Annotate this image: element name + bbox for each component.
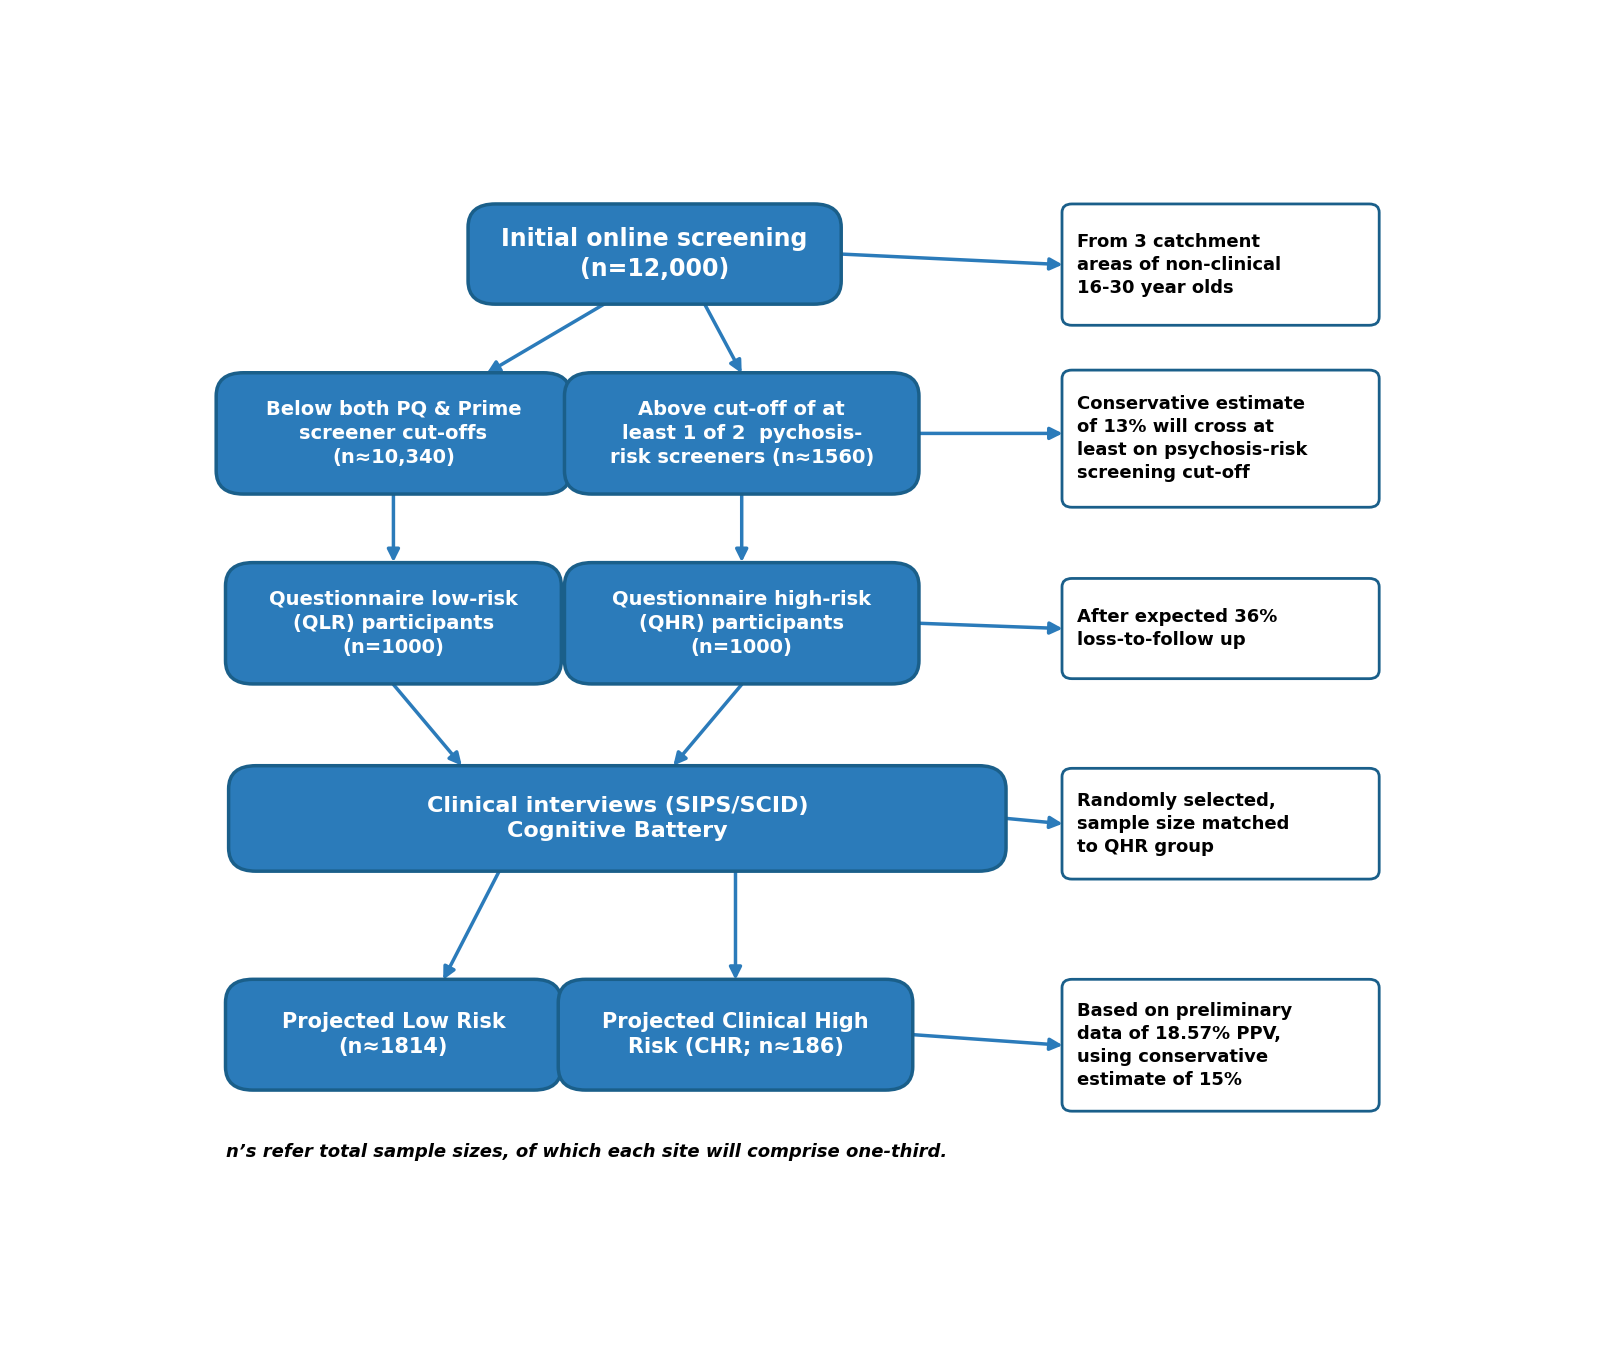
FancyBboxPatch shape <box>1063 769 1379 880</box>
Text: Based on preliminary
data of 18.57% PPV,
using conservative
estimate of 15%: Based on preliminary data of 18.57% PPV,… <box>1077 1001 1292 1089</box>
Text: Projected Low Risk
(n≈1814): Projected Low Risk (n≈1814) <box>281 1012 506 1058</box>
FancyBboxPatch shape <box>559 980 913 1091</box>
Text: Clinical interviews (SIPS/SCID)
Cognitive Battery: Clinical interviews (SIPS/SCID) Cognitiv… <box>427 796 807 841</box>
Text: Conservative estimate
of 13% will cross at
least on psychosis-risk
screening cut: Conservative estimate of 13% will cross … <box>1077 396 1308 482</box>
Text: Initial online screening
(n=12,000): Initial online screening (n=12,000) <box>501 227 807 281</box>
FancyBboxPatch shape <box>565 563 920 684</box>
FancyBboxPatch shape <box>469 204 841 304</box>
FancyBboxPatch shape <box>1063 370 1379 507</box>
Text: Below both PQ & Prime
screener cut-offs
(n≈10,340): Below both PQ & Prime screener cut-offs … <box>265 400 522 467</box>
FancyBboxPatch shape <box>1063 204 1379 325</box>
FancyBboxPatch shape <box>225 563 562 684</box>
FancyBboxPatch shape <box>217 373 571 495</box>
FancyBboxPatch shape <box>1063 980 1379 1111</box>
Text: Randomly selected,
sample size matched
to QHR group: Randomly selected, sample size matched t… <box>1077 792 1289 856</box>
Text: Questionnaire high-risk
(QHR) participants
(n=1000): Questionnaire high-risk (QHR) participan… <box>612 589 872 658</box>
Text: Above cut-off of at
least 1 of 2  pychosis-
risk screeners (n≈1560): Above cut-off of at least 1 of 2 pychosi… <box>610 400 873 467</box>
Text: Projected Clinical High
Risk (CHR; n≈186): Projected Clinical High Risk (CHR; n≈186… <box>602 1012 868 1058</box>
Text: After expected 36%
loss-to-follow up: After expected 36% loss-to-follow up <box>1077 608 1278 649</box>
Text: From 3 catchment
areas of non-clinical
16-30 year olds: From 3 catchment areas of non-clinical 1… <box>1077 233 1281 296</box>
FancyBboxPatch shape <box>1063 578 1379 678</box>
FancyBboxPatch shape <box>565 373 920 495</box>
Text: n’s refer total sample sizes, of which each site will comprise one-third.: n’s refer total sample sizes, of which e… <box>225 1144 947 1162</box>
Text: Questionnaire low-risk
(QLR) participants
(n=1000): Questionnaire low-risk (QLR) participant… <box>270 589 518 658</box>
FancyBboxPatch shape <box>228 766 1006 871</box>
FancyBboxPatch shape <box>225 980 562 1091</box>
